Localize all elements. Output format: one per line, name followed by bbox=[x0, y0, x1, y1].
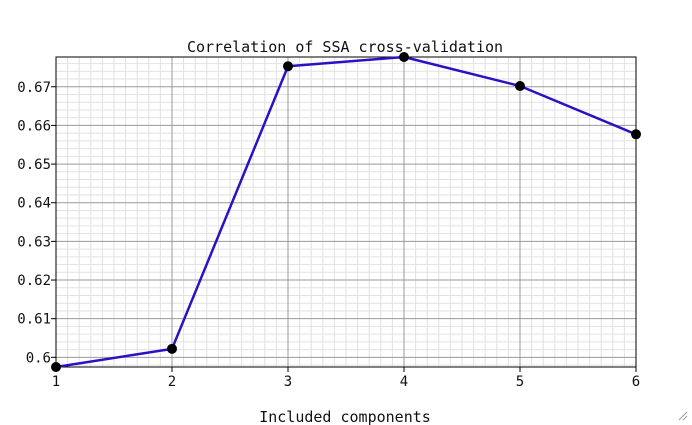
y-tick-label: 0.67 bbox=[17, 80, 51, 96]
x-tick-label: 1 bbox=[52, 374, 60, 390]
y-tick-label: 0.62 bbox=[17, 273, 51, 289]
plot-frame bbox=[55, 56, 637, 368]
major-grid bbox=[55, 57, 637, 367]
data-point bbox=[631, 129, 641, 140]
y-tick-label: 0.66 bbox=[17, 118, 51, 134]
series-line bbox=[55, 55, 637, 369]
y-tick-label: 0.64 bbox=[17, 196, 51, 212]
y-tick-label: 0.6 bbox=[26, 350, 51, 366]
x-axis-ticks: 1 2 3 4 5 6 bbox=[52, 367, 640, 390]
x-tick-label: 5 bbox=[516, 374, 524, 390]
x-tick-label: 3 bbox=[284, 374, 292, 390]
series-layer bbox=[51, 52, 641, 372]
y-tick-label: 0.63 bbox=[17, 234, 51, 250]
resize-grip-icon[interactable] bbox=[676, 409, 688, 421]
y-tick-label: 0.65 bbox=[17, 157, 51, 173]
y-tick-label: 0.61 bbox=[17, 312, 51, 328]
minor-grid bbox=[56, 57, 636, 367]
data-point bbox=[167, 343, 177, 354]
y-axis-ticks: 0.6 0.61 0.62 0.63 0.64 0.65 0.66 0.67 bbox=[17, 80, 56, 366]
data-point bbox=[399, 52, 409, 62]
x-axis-label: Included components bbox=[259, 408, 431, 425]
data-point bbox=[283, 61, 293, 72]
chart-title: Correlation of SSA cross-validation bbox=[187, 38, 503, 56]
x-tick-label: 6 bbox=[632, 374, 640, 390]
data-point bbox=[51, 362, 61, 372]
x-tick-label: 2 bbox=[168, 374, 176, 390]
data-point bbox=[515, 80, 525, 91]
x-tick-label: 4 bbox=[400, 374, 408, 390]
